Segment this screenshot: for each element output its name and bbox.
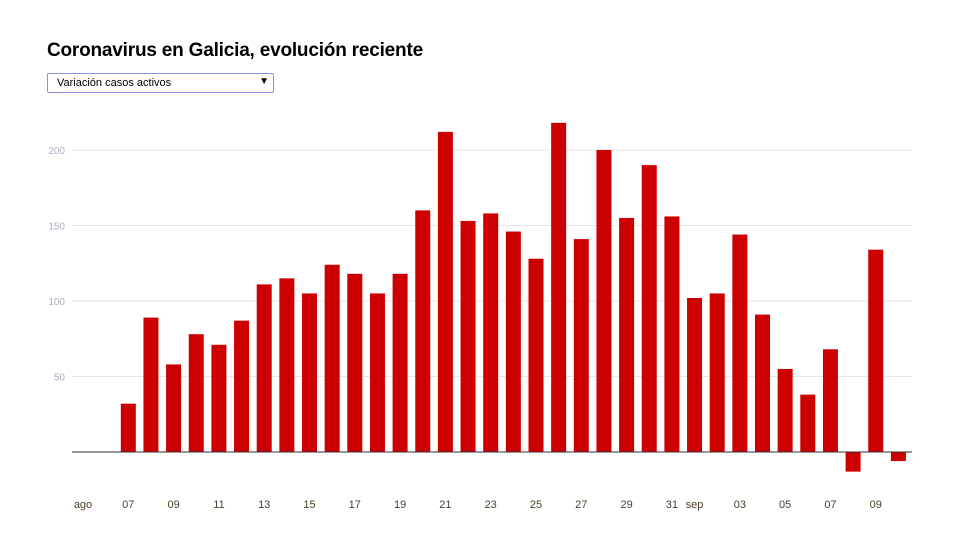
x-tick-label: ago [74,499,92,511]
bar [664,216,680,452]
bar [256,284,272,452]
x-tick-label: 23 [485,499,497,511]
bar [619,217,635,452]
x-tick-label: 11 [213,499,224,511]
bar [188,334,204,452]
bar [732,234,748,452]
bar [211,344,227,452]
y-tick-label: 200 [48,146,65,157]
x-tick-label: 19 [394,499,406,511]
x-tick-label: 31 [666,499,678,511]
bar [845,452,861,472]
bar [755,314,770,452]
bar [347,273,363,452]
bar [800,394,816,452]
bar [551,122,567,452]
bar [143,317,159,452]
metric-dropdown[interactable]: Variación casos activos ▼ [47,73,274,93]
bar [822,349,838,452]
chart-title: Coronavirus en Galicia, evolución recien… [47,40,423,61]
bar [483,213,499,452]
x-tick-label: 07 [122,499,134,511]
bar [528,258,544,452]
x-tick-label: 15 [303,499,315,511]
bar [166,364,182,452]
x-tick-label: 17 [349,499,361,511]
x-tick-label: 09 [167,499,179,511]
x-tick-label: 05 [779,499,791,511]
x-tick-label: 27 [575,499,587,511]
x-tick-label: 09 [870,499,882,511]
bar [392,273,408,452]
bar [120,403,136,452]
dropdown-value: Variación casos activos [57,77,172,89]
y-tick-label: 150 [48,222,65,233]
x-tick-label: 29 [620,499,632,511]
bar [868,249,884,452]
y-tick-label: 50 [54,373,66,384]
bar [777,368,793,452]
x-tick-label: 07 [824,499,836,511]
y-tick-label: 100 [48,297,65,308]
bar [437,131,453,452]
bar [505,231,521,452]
x-tick-label: 25 [530,499,542,511]
x-tick-label: 21 [439,499,451,511]
bar [279,278,295,452]
bar [687,297,703,452]
triangle-down-icon: ▼ [259,76,269,87]
bar [596,150,612,452]
bar [573,239,589,452]
bar [415,210,431,452]
bar [324,264,340,452]
x-tick-label: 13 [258,499,270,511]
bar [460,220,476,452]
bar [641,165,657,452]
bar [369,293,385,452]
x-tick-label: 03 [734,499,746,511]
bar [709,293,725,452]
bar [234,320,250,452]
bar [302,293,317,452]
x-tick-label: sep [686,499,704,511]
bar [890,452,906,462]
